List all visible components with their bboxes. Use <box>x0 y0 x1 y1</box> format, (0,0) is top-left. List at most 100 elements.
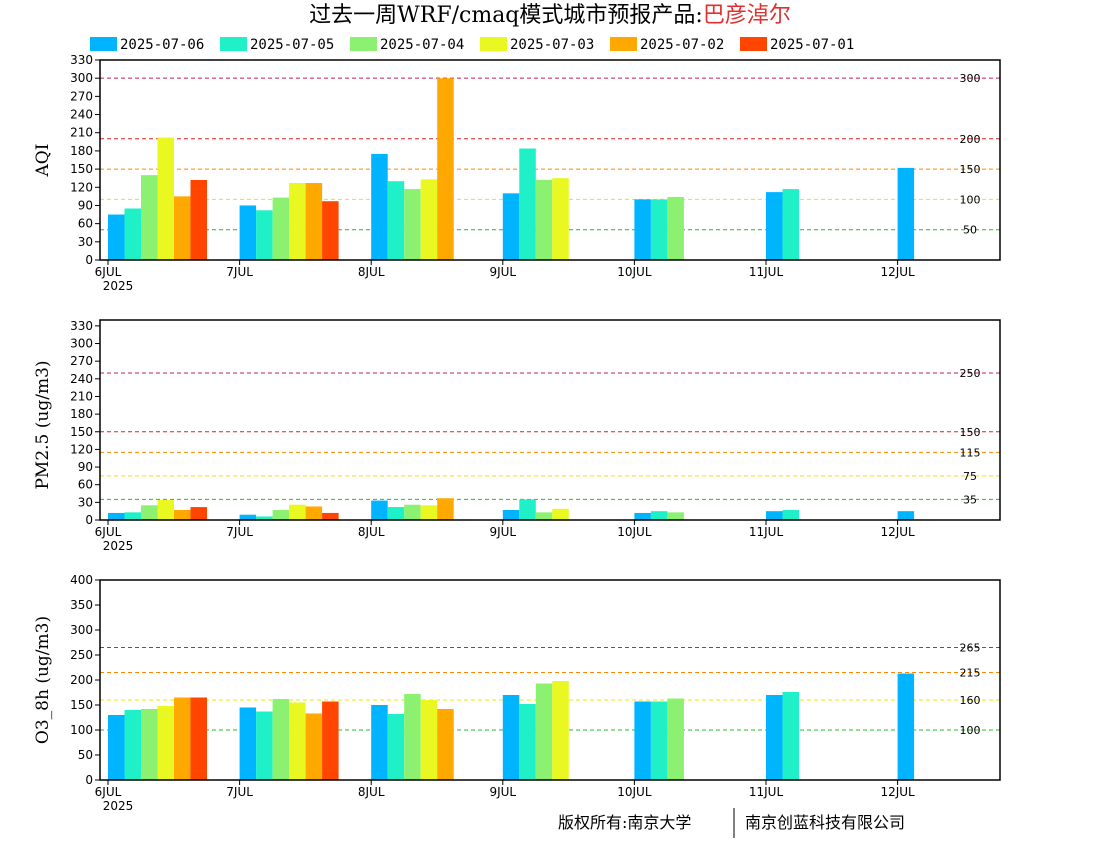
y-tick-label-120: 120 <box>70 180 93 194</box>
bar-2025-07-01-7JUL <box>322 512 339 520</box>
bar-2025-07-02-7JUL <box>305 183 323 260</box>
bar-2025-07-06-10JUL <box>634 199 651 260</box>
bar-2025-07-05-11JUL <box>782 510 799 520</box>
reference-label-200: 200 <box>960 133 981 146</box>
bar-2025-07-06-6JUL <box>108 512 125 520</box>
bar-2025-07-06-7JUL <box>239 205 257 260</box>
y-tick-label-270: 270 <box>70 354 93 368</box>
y-tick-label-30: 30 <box>78 495 93 509</box>
bar-2025-07-04-9JUL <box>535 683 553 780</box>
bar-2025-07-05-10JUL <box>650 701 668 780</box>
chart-panel-2: 250 150 115 75 35 0 30 60 90 120 150 180 210 240 270 30… <box>33 319 1001 553</box>
y-tick-label-240: 240 <box>70 108 93 122</box>
bar-2025-07-06-6JUL <box>108 715 125 780</box>
bar-2025-07-06-12JUL <box>897 511 915 520</box>
bar-2025-07-04-8JUL <box>404 694 421 780</box>
bar-2025-07-06-8JUL <box>371 500 388 520</box>
legend-swatch-2025-07-05 <box>220 37 247 51</box>
bar-2025-07-04-7JUL <box>272 197 290 260</box>
y-tick-label-180: 180 <box>70 407 93 421</box>
bar-2025-07-03-6JUL <box>157 500 174 520</box>
legend-swatch-2025-07-06 <box>90 37 117 51</box>
x-tick-label-11JUL: 11JUL <box>749 785 784 799</box>
bar-2025-07-01-7JUL <box>322 201 339 260</box>
bar-2025-07-05-6JUL <box>124 208 141 260</box>
bar-2025-07-02-6JUL <box>174 510 191 520</box>
y-tick-label-240: 240 <box>70 372 93 386</box>
bar-2025-07-04-9JUL <box>535 512 553 520</box>
x-year-label: 2025 <box>103 279 134 293</box>
x-tick-label-8JUL: 8JUL <box>358 785 385 799</box>
chart-panel-1: 300 200 150 100 50 0 30 60 90 120 150 180 210 240 270 3… <box>33 53 1001 293</box>
bar-2025-07-03-8JUL <box>420 700 438 780</box>
y-axis-label: O3_8h (ug/m3) <box>33 616 53 744</box>
reference-label-115: 115 <box>960 446 981 459</box>
bar-2025-07-03-8JUL <box>420 179 438 260</box>
bar-2025-07-05-11JUL <box>782 189 799 260</box>
chart-panels: 300 200 150 100 50 0 30 60 90 120 150 180 210 240 270 3… <box>33 53 1001 813</box>
y-axis-label: AQI <box>33 144 53 178</box>
bar-2025-07-03-6JUL <box>157 137 174 260</box>
x-tick-label-12JUL: 12JUL <box>880 785 915 799</box>
bar-2025-07-01-6JUL <box>190 180 207 260</box>
bar-2025-07-02-8JUL <box>437 78 454 260</box>
plot-frame <box>99 59 1001 261</box>
bar-2025-07-05-7JUL <box>256 210 273 260</box>
legend-label-2025-07-06: 2025-07-06 <box>120 37 204 53</box>
y-tick-label-270: 270 <box>70 89 93 103</box>
x-tick-label-7JUL: 7JUL <box>226 265 253 279</box>
y-tick-label-0: 0 <box>85 513 93 527</box>
bar-2025-07-04-8JUL <box>404 504 421 520</box>
x-tick-label-8JUL: 8JUL <box>358 265 385 279</box>
y-tick-label-90: 90 <box>78 460 93 474</box>
bar-2025-07-05-8JUL <box>387 714 405 780</box>
bar-2025-07-06-11JUL <box>766 511 783 520</box>
legend-label-2025-07-01: 2025-07-01 <box>770 37 854 53</box>
reference-label-250: 250 <box>960 367 981 380</box>
reference-label-300: 300 <box>960 72 981 85</box>
bar-2025-07-05-8JUL <box>387 507 405 520</box>
bar-2025-07-06-9JUL <box>502 510 520 520</box>
legend-label-2025-07-04: 2025-07-04 <box>380 37 464 53</box>
footer-copyright-left: 版权所有:南京大学 <box>558 813 691 832</box>
reference-label-100: 100 <box>960 724 981 737</box>
x-tick-label-11JUL: 11JUL <box>749 265 784 279</box>
plot-frame <box>99 319 1001 521</box>
x-tick-label-10JUL: 10JUL <box>617 525 652 539</box>
y-tick-label-150: 150 <box>70 162 93 176</box>
bar-2025-07-06-9JUL <box>502 695 520 780</box>
y-tick-label-330: 330 <box>70 319 93 333</box>
y-tick-label-210: 210 <box>70 126 93 140</box>
bar-2025-07-03-9JUL <box>552 681 569 780</box>
x-tick-label-12JUL: 12JUL <box>880 265 915 279</box>
y-tick-label-150: 150 <box>70 425 93 439</box>
y-tick-label-60: 60 <box>78 217 93 231</box>
bar-2025-07-06-11JUL <box>766 192 783 260</box>
y-axis-label: PM2.5 (ug/m3) <box>33 360 53 489</box>
x-tick-label-12JUL: 12JUL <box>880 525 915 539</box>
bar-2025-07-02-8JUL <box>437 709 454 780</box>
bar-2025-07-02-8JUL <box>437 498 454 520</box>
bar-2025-07-01-6JUL <box>190 507 207 520</box>
reference-label-150: 150 <box>960 163 981 176</box>
y-tick-label-300: 300 <box>70 337 93 351</box>
bar-2025-07-04-10JUL <box>667 196 684 260</box>
bar-2025-07-04-6JUL <box>141 709 158 780</box>
legend-swatch-2025-07-03 <box>480 37 507 51</box>
x-tick-label-10JUL: 10JUL <box>617 785 652 799</box>
y-tick-label-210: 210 <box>70 389 93 403</box>
legend-swatch-2025-07-04 <box>350 37 377 51</box>
reference-label-100: 100 <box>960 193 981 206</box>
chart-title-main: 过去一周WRF/cmaq模式城市预报产品: <box>309 3 703 28</box>
x-tick-label-11JUL: 11JUL <box>749 525 784 539</box>
x-tick-label-6JUL: 6JUL <box>95 525 122 539</box>
y-tick-label-90: 90 <box>78 198 93 212</box>
bar-2025-07-03-6JUL <box>157 706 174 780</box>
bar-2025-07-05-9JUL <box>519 148 536 260</box>
y-tick-label-120: 120 <box>70 442 93 456</box>
y-tick-label-50: 50 <box>78 748 93 762</box>
bar-2025-07-02-6JUL <box>174 196 191 260</box>
bar-2025-07-04-7JUL <box>272 699 290 780</box>
